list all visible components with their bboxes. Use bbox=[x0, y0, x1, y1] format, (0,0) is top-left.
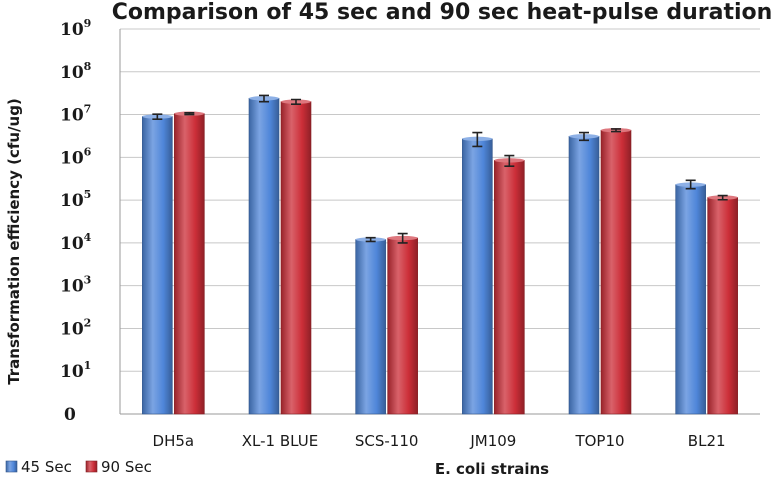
bars bbox=[142, 94, 738, 415]
y-tick-label: 101 bbox=[60, 359, 91, 382]
chart-title: Comparison of 45 sec and 90 sec heat-pul… bbox=[112, 0, 773, 25]
x-tick-label: XL-1 BLUE bbox=[242, 432, 318, 450]
error-bar bbox=[397, 232, 408, 244]
x-axis-label: E. coli strains bbox=[435, 460, 549, 478]
y-axis-label: Transformation efficiency (cfu/ug) bbox=[5, 98, 23, 385]
x-tick-labels: DH5a XL-1 BLUE SCS-110 JM109 TOP10 BL21 bbox=[153, 432, 726, 450]
error-bar bbox=[472, 131, 483, 148]
error-bar bbox=[259, 94, 269, 103]
y-tick-label: 103 bbox=[60, 274, 91, 297]
bar-90-sec bbox=[174, 113, 205, 415]
error-bar bbox=[184, 111, 195, 116]
error-bar bbox=[685, 179, 696, 190]
bar-90-sec bbox=[280, 101, 312, 415]
y-tick-label: 104 bbox=[60, 231, 92, 254]
legend: 45 Sec 90 Sec bbox=[5, 458, 152, 476]
bar-45-sec bbox=[142, 116, 173, 415]
error-bar bbox=[504, 154, 515, 168]
legend-label: 45 Sec bbox=[21, 458, 72, 476]
y-tick-label: 106 bbox=[60, 145, 92, 168]
y-tick-label: 0 bbox=[64, 405, 76, 425]
bar-90-sec bbox=[600, 129, 632, 415]
error-bar bbox=[152, 113, 163, 120]
x-tick-label: JM109 bbox=[469, 432, 516, 450]
error-bar bbox=[579, 131, 589, 142]
y-tick-label: 108 bbox=[60, 60, 92, 83]
x-tick-label: BL21 bbox=[688, 432, 726, 450]
y-tick-label: 102 bbox=[60, 316, 91, 339]
error-bar bbox=[717, 194, 728, 201]
bar-90-sec bbox=[494, 160, 525, 415]
bar-90-sec bbox=[707, 197, 738, 415]
error-bar bbox=[365, 236, 376, 243]
y-tick-label: 109 bbox=[60, 17, 91, 40]
error-bar bbox=[291, 98, 301, 105]
y-tick-label: 107 bbox=[60, 103, 91, 126]
bar-45-sec bbox=[675, 184, 706, 415]
error-bar bbox=[611, 128, 621, 133]
y-tick-labels: 0 101 102 103 104 105 106 107 108 109 bbox=[60, 17, 92, 425]
bar-90-sec bbox=[387, 237, 418, 415]
gridlines bbox=[119, 28, 760, 415]
y-tick-label: 105 bbox=[60, 188, 91, 211]
bar-45-sec bbox=[248, 97, 280, 415]
bar-45-sec bbox=[355, 239, 386, 415]
x-tick-label: DH5a bbox=[153, 432, 195, 450]
bar-45-sec bbox=[568, 136, 600, 415]
x-tick-label: TOP10 bbox=[574, 432, 624, 450]
legend-label: 90 Sec bbox=[101, 458, 152, 476]
legend-swatch-45-sec bbox=[5, 460, 18, 473]
x-tick-label: SCS-110 bbox=[355, 432, 419, 450]
bar-45-sec bbox=[462, 138, 493, 415]
legend-swatch-90-sec bbox=[85, 460, 98, 473]
